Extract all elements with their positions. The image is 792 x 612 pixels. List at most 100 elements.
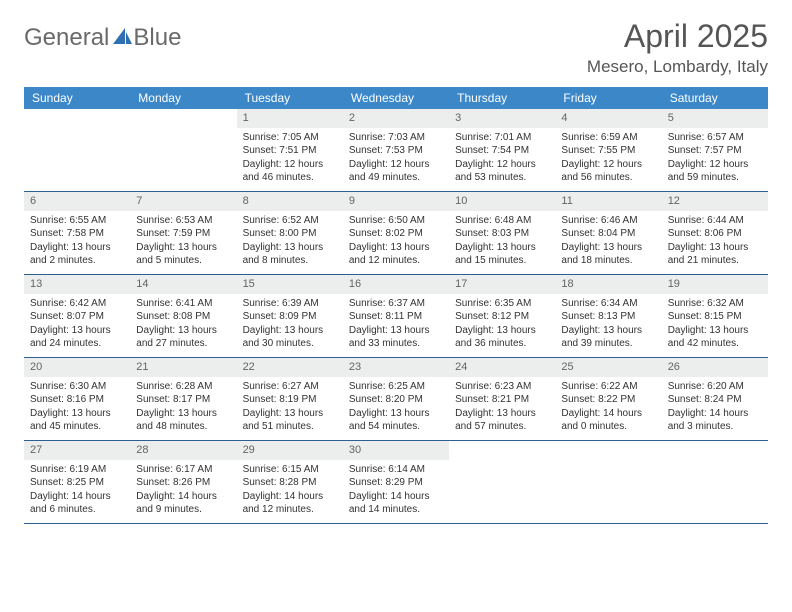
day-number: 11 bbox=[555, 192, 661, 211]
sunset-line: Sunset: 8:02 PM bbox=[349, 227, 443, 241]
sunset-line: Sunset: 8:06 PM bbox=[668, 227, 762, 241]
day-number: 10 bbox=[449, 192, 555, 211]
daylight-line: Daylight: 12 hours bbox=[668, 158, 762, 172]
sunrise-line: Sunrise: 6:32 AM bbox=[668, 297, 762, 311]
day-body: Sunrise: 6:55 AMSunset: 7:58 PMDaylight:… bbox=[24, 211, 130, 272]
sunset-line: Sunset: 8:20 PM bbox=[349, 393, 443, 407]
day-body: Sunrise: 6:20 AMSunset: 8:24 PMDaylight:… bbox=[662, 377, 768, 438]
logo-word2: Blue bbox=[133, 24, 181, 52]
weekday-friday: Friday bbox=[555, 87, 661, 109]
day-cell: 18Sunrise: 6:34 AMSunset: 8:13 PMDayligh… bbox=[555, 275, 661, 357]
sunset-line: Sunset: 8:13 PM bbox=[561, 310, 655, 324]
day-cell: 22Sunrise: 6:27 AMSunset: 8:19 PMDayligh… bbox=[237, 358, 343, 440]
sunrise-line: Sunrise: 6:52 AM bbox=[243, 214, 337, 228]
sunset-line: Sunset: 7:54 PM bbox=[455, 144, 549, 158]
sunrise-line: Sunrise: 6:55 AM bbox=[30, 214, 124, 228]
day-number: 15 bbox=[237, 275, 343, 294]
day-cell: 4Sunrise: 6:59 AMSunset: 7:55 PMDaylight… bbox=[555, 109, 661, 191]
day-cell: 30Sunrise: 6:14 AMSunset: 8:29 PMDayligh… bbox=[343, 441, 449, 523]
header: General Blue April 2025 Mesero, Lombardy… bbox=[24, 18, 768, 77]
logo-word1: General bbox=[24, 24, 109, 52]
day-cell: 19Sunrise: 6:32 AMSunset: 8:15 PMDayligh… bbox=[662, 275, 768, 357]
sunrise-line: Sunrise: 6:48 AM bbox=[455, 214, 549, 228]
daylight-line: and 9 minutes. bbox=[136, 503, 230, 517]
day-cell: 2Sunrise: 7:03 AMSunset: 7:53 PMDaylight… bbox=[343, 109, 449, 191]
empty-cell bbox=[24, 109, 130, 191]
day-number: 12 bbox=[662, 192, 768, 211]
daylight-line: Daylight: 13 hours bbox=[455, 324, 549, 338]
sunrise-line: Sunrise: 6:53 AM bbox=[136, 214, 230, 228]
day-number: 24 bbox=[449, 358, 555, 377]
day-number: 30 bbox=[343, 441, 449, 460]
week-row: 6Sunrise: 6:55 AMSunset: 7:58 PMDaylight… bbox=[24, 192, 768, 275]
day-body: Sunrise: 6:44 AMSunset: 8:06 PMDaylight:… bbox=[662, 211, 768, 272]
sunrise-line: Sunrise: 6:57 AM bbox=[668, 131, 762, 145]
day-number: 2 bbox=[343, 109, 449, 128]
day-body: Sunrise: 6:46 AMSunset: 8:04 PMDaylight:… bbox=[555, 211, 661, 272]
day-body: Sunrise: 6:30 AMSunset: 8:16 PMDaylight:… bbox=[24, 377, 130, 438]
day-body: Sunrise: 6:15 AMSunset: 8:28 PMDaylight:… bbox=[237, 460, 343, 521]
daylight-line: Daylight: 13 hours bbox=[349, 407, 443, 421]
daylight-line: and 24 minutes. bbox=[30, 337, 124, 351]
day-number: 29 bbox=[237, 441, 343, 460]
daylight-line: and 42 minutes. bbox=[668, 337, 762, 351]
sunset-line: Sunset: 8:24 PM bbox=[668, 393, 762, 407]
sunrise-line: Sunrise: 6:59 AM bbox=[561, 131, 655, 145]
daylight-line: and 45 minutes. bbox=[30, 420, 124, 434]
sunrise-line: Sunrise: 6:23 AM bbox=[455, 380, 549, 394]
daylight-line: and 12 minutes. bbox=[243, 503, 337, 517]
sunrise-line: Sunrise: 6:41 AM bbox=[136, 297, 230, 311]
logo: General Blue bbox=[24, 24, 181, 52]
day-body: Sunrise: 6:41 AMSunset: 8:08 PMDaylight:… bbox=[130, 294, 236, 355]
day-number: 13 bbox=[24, 275, 130, 294]
weekday-monday: Monday bbox=[130, 87, 236, 109]
empty-cell bbox=[555, 441, 661, 523]
day-number: 16 bbox=[343, 275, 449, 294]
day-body: Sunrise: 7:03 AMSunset: 7:53 PMDaylight:… bbox=[343, 128, 449, 189]
day-body: Sunrise: 6:32 AMSunset: 8:15 PMDaylight:… bbox=[662, 294, 768, 355]
daylight-line: Daylight: 13 hours bbox=[561, 324, 655, 338]
daylight-line: and 3 minutes. bbox=[668, 420, 762, 434]
daylight-line: and 6 minutes. bbox=[30, 503, 124, 517]
daylight-line: Daylight: 13 hours bbox=[243, 241, 337, 255]
daylight-line: Daylight: 14 hours bbox=[136, 490, 230, 504]
day-number: 20 bbox=[24, 358, 130, 377]
calendar-grid: 1Sunrise: 7:05 AMSunset: 7:51 PMDaylight… bbox=[24, 109, 768, 524]
day-number: 17 bbox=[449, 275, 555, 294]
day-number: 5 bbox=[662, 109, 768, 128]
day-body: Sunrise: 7:05 AMSunset: 7:51 PMDaylight:… bbox=[237, 128, 343, 189]
daylight-line: Daylight: 13 hours bbox=[136, 241, 230, 255]
daylight-line: and 0 minutes. bbox=[561, 420, 655, 434]
day-cell: 16Sunrise: 6:37 AMSunset: 8:11 PMDayligh… bbox=[343, 275, 449, 357]
weekday-header: SundayMondayTuesdayWednesdayThursdayFrid… bbox=[24, 87, 768, 109]
day-cell: 21Sunrise: 6:28 AMSunset: 8:17 PMDayligh… bbox=[130, 358, 236, 440]
sunset-line: Sunset: 8:29 PM bbox=[349, 476, 443, 490]
daylight-line: Daylight: 13 hours bbox=[30, 324, 124, 338]
daylight-line: Daylight: 13 hours bbox=[455, 241, 549, 255]
day-number: 25 bbox=[555, 358, 661, 377]
day-body: Sunrise: 6:23 AMSunset: 8:21 PMDaylight:… bbox=[449, 377, 555, 438]
sunset-line: Sunset: 7:59 PM bbox=[136, 227, 230, 241]
daylight-line: and 18 minutes. bbox=[561, 254, 655, 268]
sunrise-line: Sunrise: 6:17 AM bbox=[136, 463, 230, 477]
daylight-line: Daylight: 13 hours bbox=[136, 324, 230, 338]
sunset-line: Sunset: 8:16 PM bbox=[30, 393, 124, 407]
daylight-line: and 51 minutes. bbox=[243, 420, 337, 434]
daylight-line: and 36 minutes. bbox=[455, 337, 549, 351]
sunset-line: Sunset: 8:11 PM bbox=[349, 310, 443, 324]
day-body: Sunrise: 6:19 AMSunset: 8:25 PMDaylight:… bbox=[24, 460, 130, 521]
day-cell: 20Sunrise: 6:30 AMSunset: 8:16 PMDayligh… bbox=[24, 358, 130, 440]
day-cell: 14Sunrise: 6:41 AMSunset: 8:08 PMDayligh… bbox=[130, 275, 236, 357]
day-cell: 24Sunrise: 6:23 AMSunset: 8:21 PMDayligh… bbox=[449, 358, 555, 440]
day-number: 19 bbox=[662, 275, 768, 294]
sunset-line: Sunset: 8:22 PM bbox=[561, 393, 655, 407]
daylight-line: Daylight: 14 hours bbox=[30, 490, 124, 504]
sunset-line: Sunset: 8:28 PM bbox=[243, 476, 337, 490]
day-cell: 1Sunrise: 7:05 AMSunset: 7:51 PMDaylight… bbox=[237, 109, 343, 191]
daylight-line: Daylight: 13 hours bbox=[561, 241, 655, 255]
daylight-line: and 21 minutes. bbox=[668, 254, 762, 268]
month-title: April 2025 bbox=[587, 18, 768, 55]
day-number: 21 bbox=[130, 358, 236, 377]
day-body: Sunrise: 6:50 AMSunset: 8:02 PMDaylight:… bbox=[343, 211, 449, 272]
weekday-tuesday: Tuesday bbox=[237, 87, 343, 109]
